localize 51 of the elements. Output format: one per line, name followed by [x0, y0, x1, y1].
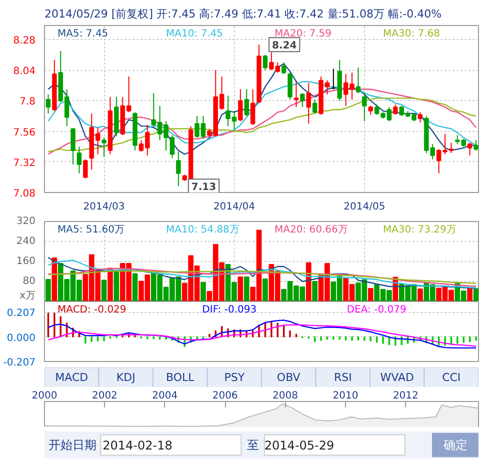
category-label: PSY: [224, 371, 245, 384]
y-tick-label: 80: [22, 276, 36, 287]
x-tick-label: 2008: [272, 390, 298, 402]
text: MA10: 7.45: [166, 28, 224, 40]
y-tick-label: 7.32: [13, 158, 36, 169]
y-tick-label: 320: [16, 216, 36, 227]
y-tick-label: 7.56: [13, 127, 36, 138]
text: MA30: 73.29万: [383, 224, 456, 236]
x-tick-label: 2014/03: [83, 202, 125, 212]
y-tick-label: -0.207: [3, 358, 36, 368]
series-label: MACD: -0.029: [58, 304, 126, 316]
x-tick-label: 2012: [392, 390, 418, 402]
category-label: KDJ: [116, 371, 136, 384]
text: 2014-05-29: [264, 438, 334, 452]
text: 2014-02-18: [102, 438, 172, 452]
y-tick-label: 0.000: [6, 332, 36, 344]
y-tick-label: x万: [20, 290, 36, 302]
text: MA10: 54.88万: [166, 224, 240, 236]
text: 确定: [442, 438, 468, 452]
chart-title: 2014/05/29 [前复权] 开:7.45 高:7.49 低:7.41 收:7.42 量:51.08万 幅:-0.40%: [44, 8, 442, 20]
y-tick-label: 7.8: [20, 96, 36, 108]
x-tick-label: 2010: [332, 390, 358, 402]
text: 开始日期: [48, 438, 96, 452]
annotation: 7.13: [191, 182, 216, 194]
text: MA30: 7.68: [383, 28, 440, 40]
y-tick-label: 0.207: [6, 308, 36, 320]
y-tick-label: 7.08: [13, 188, 36, 200]
category-label: MACD: [55, 371, 88, 384]
x-tick-label: 2014/05: [344, 202, 386, 212]
x-tick-label: 2002: [92, 390, 118, 402]
category-label: WVAD: [380, 371, 414, 384]
series-label: DEA: -0.079: [346, 304, 406, 316]
text: MA5: 7.45: [58, 28, 108, 40]
y-tick-label: 160: [16, 256, 36, 267]
annotation: 8.24: [272, 40, 297, 52]
category-label: OBV: [276, 371, 301, 384]
category-label: CCI: [442, 371, 461, 384]
text: MA20: 7.59: [274, 28, 332, 40]
y-tick-label: 240: [16, 236, 36, 247]
text: 至: [246, 438, 259, 452]
category-label: RSI: [334, 371, 352, 384]
x-tick-label: 2014/04: [213, 202, 255, 212]
text: MA20: 60.66万: [274, 224, 348, 236]
category-label: BOLL: [166, 371, 196, 384]
x-tick-label: 2004: [152, 390, 178, 402]
text: MA5: 51.60万: [58, 224, 125, 236]
x-tick-label: 2000: [32, 390, 58, 402]
x-tick-label: 2006: [212, 390, 238, 402]
y-tick-label: 8.04: [13, 66, 36, 78]
series-label: DIF: -0.093: [202, 304, 257, 316]
y-tick-label: 8.28: [13, 36, 36, 47]
